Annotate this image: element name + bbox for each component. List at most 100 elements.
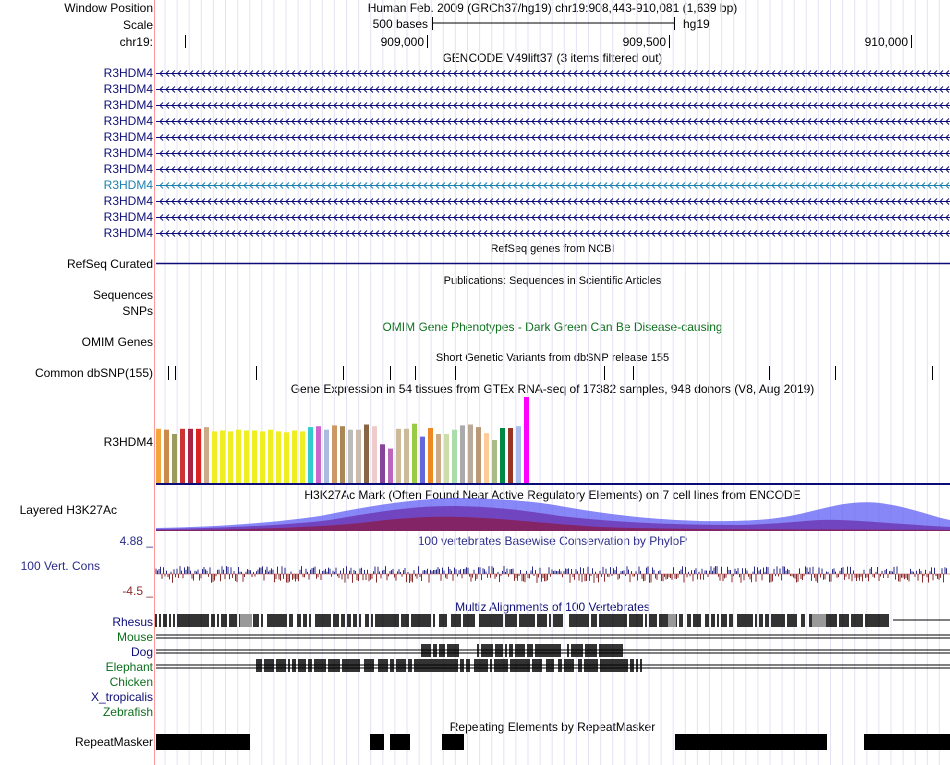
gap-block — [668, 614, 676, 627]
gtex-tissue-bar — [444, 434, 449, 483]
gtex-tissue-bar — [196, 428, 201, 483]
scale-assembly: hg19 — [683, 17, 710, 31]
gtex-tissue-bar — [468, 424, 473, 483]
gtex-tissue-bar — [276, 431, 281, 483]
h3k27ac-signal — [156, 498, 950, 531]
gtex-tissue-bar — [492, 440, 497, 483]
multiz-species-label[interactable]: Rhesus — [112, 615, 153, 629]
gtex-tissue-bar — [172, 434, 177, 483]
gtex-tissue-bar — [372, 426, 377, 483]
gtex-tissue-bar — [484, 433, 489, 483]
gtex-tissue-bar — [396, 428, 401, 483]
gencode-transcript-label[interactable]: R3HDM4 — [103, 226, 153, 240]
repeatmasker-label[interactable]: RepeatMasker — [74, 735, 153, 749]
publications-snps-label[interactable]: SNPs — [122, 304, 153, 318]
repeat-block — [442, 734, 464, 750]
repeat-block — [156, 734, 250, 750]
ruler-label: 909,000 — [381, 35, 425, 49]
gencode-transcript — [156, 118, 950, 125]
gtex-tissue-bar — [380, 444, 385, 483]
h3k27ac-label[interactable]: Layered H3K27Ac — [19, 503, 117, 517]
ruler-label: 910,000 — [865, 35, 909, 49]
gtex-bars — [156, 397, 529, 483]
gencode-transcript-label[interactable]: R3HDM4 — [103, 114, 153, 128]
gencode-transcript-label[interactable]: R3HDM4 — [103, 194, 153, 208]
gtex-tissue-bar — [356, 429, 361, 483]
gtex-tissue-bar — [164, 429, 169, 483]
gtex-tissue-bar — [420, 436, 425, 483]
strand-arrows — [159, 134, 950, 141]
gtex-tissue-bar — [364, 424, 369, 483]
window-position-label: Window Position — [64, 1, 153, 15]
gencode-transcript-label[interactable]: R3HDM4 — [103, 210, 153, 224]
gtex-tissue-bar — [476, 427, 481, 483]
gtex-tissue-bar — [412, 423, 417, 483]
gtex-tissue-bar — [348, 429, 353, 483]
gencode-transcript-label[interactable]: R3HDM4 — [103, 162, 153, 176]
multiz-species-label[interactable]: Dog — [130, 645, 153, 659]
conservation-ymin: -4.5 _ — [122, 584, 153, 598]
ruler: 909,000 909,500 910,000 — [185, 35, 912, 49]
gencode-transcript — [156, 134, 950, 141]
gencode-transcript — [156, 182, 950, 189]
gencode-transcript-label[interactable]: R3HDM4 — [103, 178, 153, 192]
multiz-species-label[interactable]: Zebrafish — [102, 705, 153, 719]
gtex-tissue-bar — [212, 431, 217, 483]
gencode-transcript — [156, 166, 950, 173]
strand-arrows — [159, 102, 950, 109]
multiz-species-label[interactable]: Chicken — [109, 675, 153, 689]
phylop-negative — [161, 574, 944, 583]
gtex-tissue-bar — [316, 426, 321, 483]
conservation-label[interactable]: 100 Vert. Cons — [20, 559, 100, 573]
gencode-transcript — [156, 230, 950, 237]
strand-arrows — [159, 86, 950, 93]
gencode-transcript-label[interactable]: R3HDM4 — [103, 66, 153, 80]
gtex-tissue-bar — [292, 430, 297, 483]
publications-sequences-label[interactable]: Sequences — [92, 288, 153, 302]
multiz-species-label[interactable]: Mouse — [116, 630, 153, 644]
gtex-tissue-bar — [436, 434, 441, 483]
strand-arrows — [159, 230, 950, 237]
gtex-label[interactable]: R3HDM4 — [103, 435, 153, 449]
gencode-transcript — [156, 70, 950, 77]
gtex-tissue-bar — [460, 425, 465, 483]
gtex-tissue-bar — [308, 427, 313, 483]
gencode-transcript-label[interactable]: R3HDM4 — [103, 130, 153, 144]
gtex-tissue-bar — [260, 431, 265, 483]
gtex-tissue-bar — [220, 430, 225, 483]
repeat-block — [390, 734, 410, 750]
gencode-transcript — [156, 214, 950, 221]
repeat-block — [675, 734, 827, 750]
gtex-tissue-bar — [156, 428, 161, 483]
repeat-block — [370, 734, 384, 750]
gencode-transcript-label[interactable]: R3HDM4 — [103, 82, 153, 96]
refseq-label[interactable]: RefSeq Curated — [66, 257, 153, 271]
ruler-label: 909,500 — [623, 35, 667, 49]
gtex-tissue-bar — [284, 432, 289, 483]
gtex-tissue-bar — [404, 428, 409, 483]
strand-arrows — [159, 198, 950, 205]
gtex-tissue-bar — [268, 429, 273, 483]
strand-arrows — [159, 182, 950, 189]
dbsnp-marks — [168, 366, 933, 380]
dbsnp-label[interactable]: Common dbSNP(155) — [34, 366, 153, 380]
conservation-ymax: 4.88 _ — [119, 534, 153, 548]
strand-arrows — [159, 214, 950, 221]
phylop-positive — [155, 566, 947, 574]
omim-label[interactable]: OMIM Genes — [81, 335, 153, 349]
multiz-species-label[interactable]: Elephant — [105, 660, 153, 674]
gtex-tissue-bar — [388, 448, 393, 483]
gtex-tissue-bar — [324, 429, 329, 483]
gencode-transcript-label[interactable]: R3HDM4 — [103, 146, 153, 160]
strand-arrows — [159, 150, 950, 157]
multiz-species-label[interactable]: X_tropicalis — [90, 690, 153, 704]
gtex-tissue-bar — [252, 430, 257, 483]
gencode-transcript-label[interactable]: R3HDM4 — [103, 98, 153, 112]
scale-text: 500 bases — [373, 17, 428, 31]
h3k27ac-layer — [156, 516, 950, 531]
strand-arrows — [159, 166, 950, 173]
scale-bar: 500 bases hg19 — [373, 17, 710, 31]
gtex-tissue-bar — [236, 429, 241, 483]
